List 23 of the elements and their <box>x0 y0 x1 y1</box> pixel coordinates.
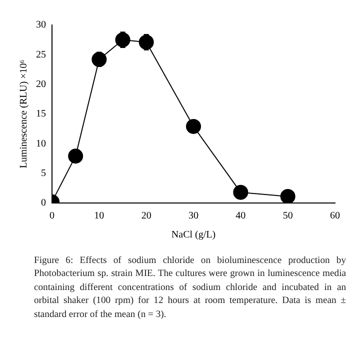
point <box>138 34 154 50</box>
point <box>68 148 84 164</box>
y-tick-label: 30 <box>36 20 46 31</box>
y-tick-label: 20 <box>36 78 46 90</box>
point <box>233 184 248 200</box>
y-tick-label: 5 <box>41 168 46 179</box>
y-axis-title: Luminescence (RLU) ×10⁶ <box>18 59 30 168</box>
x-axis-title: NaCl (g/L) <box>171 230 216 241</box>
x-tick-label: 30 <box>188 210 198 222</box>
x-tick-label: 60 <box>330 210 340 222</box>
x-tick-label: 20 <box>141 210 152 222</box>
point <box>280 188 296 203</box>
point <box>115 32 130 48</box>
x-tick-label: 10 <box>94 210 104 222</box>
point <box>186 118 201 134</box>
y-tick-label: 0 <box>41 198 46 209</box>
y-tick-label: 10 <box>36 138 46 150</box>
y-tick-label: 15 <box>36 108 46 120</box>
x-tick-label: 40 <box>236 210 246 222</box>
x-tick-label: 50 <box>282 210 293 222</box>
caption: Figure 6: Effects of sodium chloride on bioluminescence production by Photobacterium sp. strain MIE. The cultures were grown in luminescence media containing different concentrations of sodium chloride and incubated in an orbital shaker (100 rpm) for 12 hours at room temperature. Data is mean ± standard error of the mean (n = 3). <box>34 254 346 322</box>
x-tick-label: 0 <box>50 210 54 222</box>
y-tick-label: 25 <box>36 49 46 60</box>
